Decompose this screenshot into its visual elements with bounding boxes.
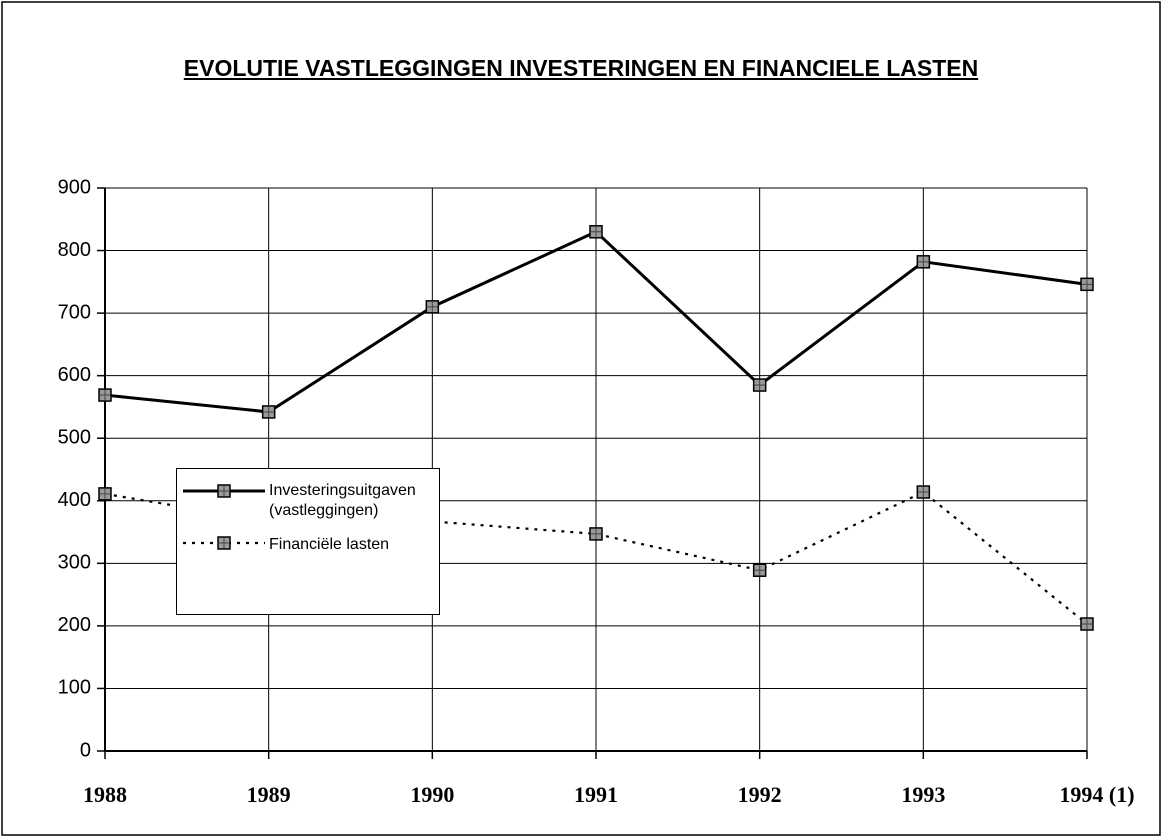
- x-tick-label: 1991: [574, 782, 618, 807]
- point-cross: [918, 256, 929, 267]
- legend-keys: [183, 484, 265, 550]
- point-cross: [100, 390, 110, 401]
- y-tick-label: 600: [58, 364, 91, 386]
- y-tick-label: 100: [58, 677, 91, 699]
- x-tick-label: 1988: [83, 782, 127, 807]
- x-tick-label: 1994 (1): [1059, 782, 1134, 807]
- legend-label: Financiële lasten: [269, 536, 390, 553]
- y-tick-label: 300: [58, 552, 91, 574]
- chart-title: EVOLUTIE VASTLEGGINGEN INVESTERINGEN EN …: [183, 55, 979, 81]
- x-tick-label: 1990: [410, 782, 454, 807]
- point-cross: [1082, 279, 1092, 290]
- legend-label: Investeringsuitgaven (vastleggingen): [269, 482, 416, 519]
- legend-marker-cross: [219, 538, 229, 548]
- y-tick-label: 500: [58, 427, 91, 449]
- point-cross: [754, 565, 765, 576]
- y-tick-label: 900: [58, 176, 91, 198]
- point-cross: [591, 528, 601, 539]
- y-tick-label: 800: [58, 239, 91, 261]
- point-cross: [100, 488, 110, 499]
- point-cross: [754, 380, 765, 391]
- y-tick-label: 700: [58, 301, 91, 323]
- x-tick-label: 1992: [738, 782, 782, 807]
- point-cross: [918, 487, 929, 498]
- point-cross: [427, 301, 438, 312]
- point-cross: [263, 406, 274, 417]
- x-tick-label: 1993: [901, 782, 945, 807]
- legend-marker-cross: [219, 486, 229, 496]
- point-cross: [591, 226, 601, 237]
- point-cross: [1082, 619, 1092, 630]
- y-tick-label: 200: [58, 614, 91, 636]
- x-tick-label: 1989: [247, 782, 291, 807]
- y-tick-label: 0: [80, 739, 91, 761]
- legend: Investeringsuitgaven (vastleggingen) Fin…: [176, 468, 440, 615]
- y-tick-label: 400: [58, 489, 91, 511]
